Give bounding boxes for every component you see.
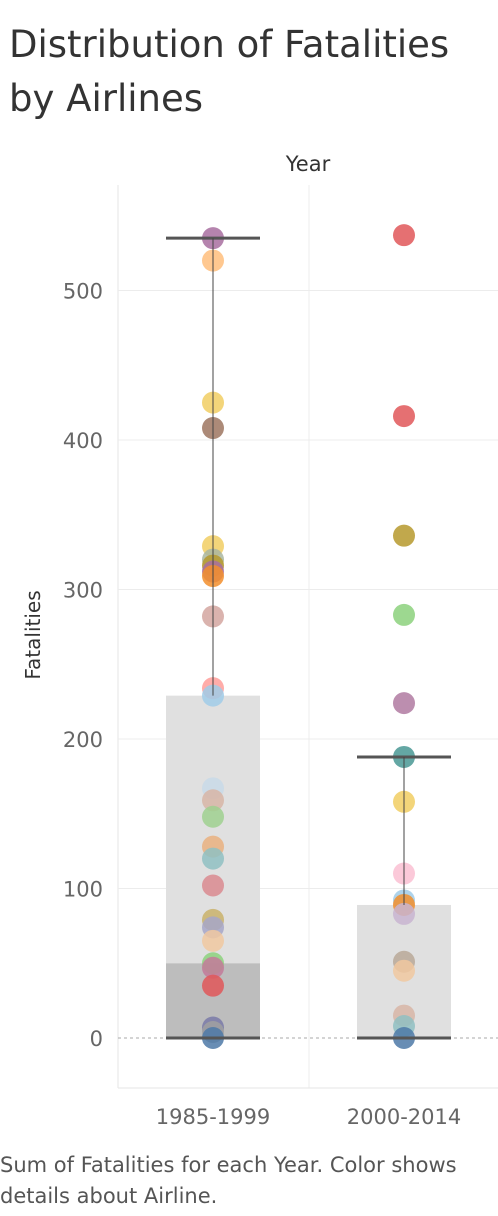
y-tick-label: 0 [90,1027,103,1051]
data-point[interactable] [393,692,415,715]
y-tick-label: 300 [63,579,103,603]
y-tick-label: 500 [63,280,103,304]
grid-lines [117,185,498,1089]
data-point[interactable] [393,405,415,428]
data-point[interactable] [202,805,224,828]
data-points [166,224,451,1049]
data-point[interactable] [202,847,224,870]
x-tick-label: 1985-1999 [156,1105,270,1129]
data-point[interactable] [393,224,415,247]
y-tick-label: 100 [63,878,103,902]
data-point[interactable] [393,902,415,925]
column-header: Year [285,152,331,176]
x-tick-label: 2000-2014 [347,1105,461,1129]
data-point[interactable] [393,603,415,626]
chart-title: Distribution of Fatalities by Airlines [9,23,450,120]
data-point[interactable] [202,956,224,979]
y-tick-label: 200 [63,728,103,752]
data-point[interactable] [202,929,224,952]
axes: 0 100 200 300 400 500 1985-1999 2000-2014 [63,280,461,1130]
y-tick-label: 400 [63,429,103,453]
data-point[interactable] [393,524,415,547]
data-point[interactable] [202,874,224,897]
data-point[interactable] [202,789,224,812]
chart-caption: Sum of Fatalities for each Year. Color s… [0,1153,457,1208]
data-point[interactable] [202,974,224,997]
y-axis-label: Fatalities [21,590,45,679]
data-point[interactable] [393,959,415,982]
